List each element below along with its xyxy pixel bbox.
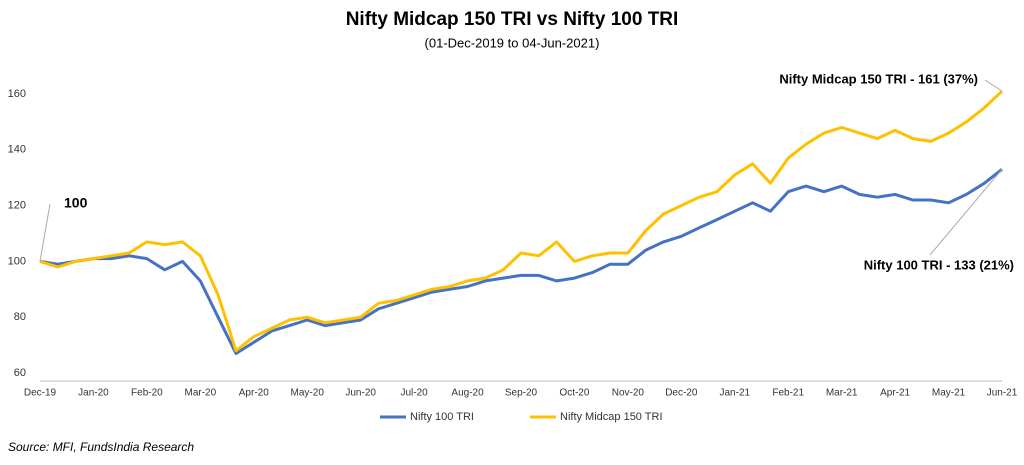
x-tick-label: Jun-21	[987, 388, 1018, 399]
x-tick-label: Oct-20	[559, 388, 589, 399]
legend-label: Nifty 100 TRI	[410, 411, 474, 423]
x-tick-label: Dec-19	[24, 388, 57, 399]
x-tick-label: Aug-20	[451, 388, 484, 399]
y-tick-label: 160	[8, 88, 26, 100]
x-tick-label: Jan-21	[719, 388, 750, 399]
x-tick-label: Sep-20	[505, 388, 538, 399]
leader-line	[929, 169, 1003, 256]
annotation: 100	[64, 195, 88, 211]
x-tick-label: Dec-20	[665, 388, 698, 399]
x-tick-label: May-20	[291, 388, 325, 399]
x-tick-label: Mar-21	[826, 388, 858, 399]
x-tick-label: Feb-21	[772, 388, 804, 399]
legend-label: Nifty Midcap 150 TRI	[560, 411, 663, 423]
x-tick-label: Jan-20	[78, 388, 109, 399]
y-tick-label: 60	[14, 367, 26, 379]
annotation: Nifty Midcap 150 TRI - 161 (37%)	[779, 71, 978, 86]
y-tick-label: 80	[14, 311, 26, 323]
y-tick-label: 120	[8, 200, 26, 212]
y-tick-label: 140	[8, 144, 26, 156]
x-tick-label: Jun-20	[345, 388, 376, 399]
chart-title: Nifty Midcap 150 TRI vs Nifty 100 TRI	[346, 9, 679, 30]
leader-line	[39, 203, 51, 262]
leader-line	[984, 79, 1003, 92]
x-tick-label: May-21	[932, 388, 966, 399]
y-tick-label: 100	[8, 255, 26, 267]
annotation: Nifty 100 TRI - 133 (21%)	[864, 257, 1014, 272]
chart-subtitle: (01-Dec-2019 to 04-Jun-2021)	[425, 35, 600, 50]
x-tick-label: Apr-20	[239, 388, 269, 399]
source: Source: MFI, FundsIndia Research	[8, 440, 194, 454]
series-line	[39, 90, 1004, 353]
x-tick-label: Feb-20	[131, 388, 163, 399]
x-tick-label: Jul-20	[400, 388, 428, 399]
x-tick-label: Apr-21	[880, 388, 910, 399]
series-line	[39, 168, 1003, 355]
x-tick-label: Mar-20	[184, 388, 216, 399]
x-tick-label: Nov-20	[612, 388, 645, 399]
